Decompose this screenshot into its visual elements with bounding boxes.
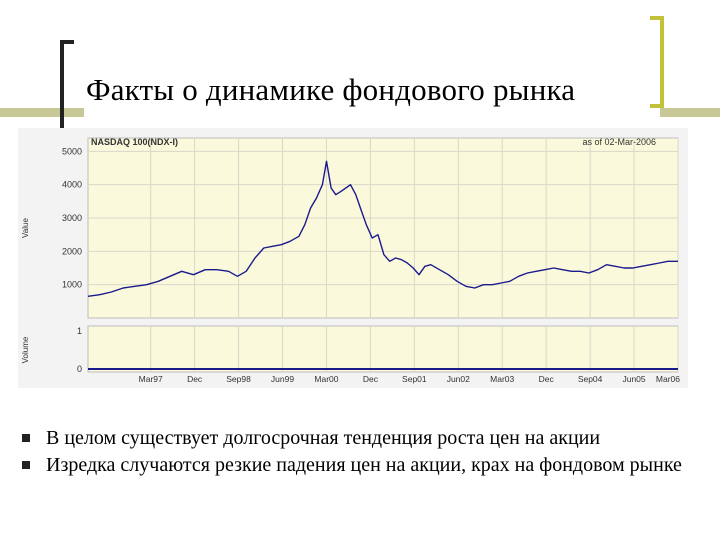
slide-title: Факты о динамике фондового рынка (86, 72, 576, 107)
chart-title: NASDAQ 100(NDX-I) (91, 137, 178, 147)
left-bracket (60, 40, 74, 132)
y-axis-label: Value (21, 218, 30, 238)
volume-tick-labels: 01 (77, 326, 82, 374)
x-tick-label: Mar00 (314, 374, 338, 384)
y-tick-label: 4000 (62, 180, 82, 190)
x-tick-label: Sep98 (226, 374, 251, 384)
bullet-square-icon (22, 461, 30, 469)
volume-tick-label: 0 (77, 364, 82, 374)
bullet-text: В целом существует долгосрочная тенденци… (46, 427, 601, 449)
x-tick-label: Mar06 (656, 374, 680, 384)
y-tick-labels: 1000 2000 3000 4000 5000 (62, 146, 82, 289)
bullet-item: Изредка случаются резкие падения цен на … (20, 452, 720, 479)
x-tick-label: Sep04 (578, 374, 603, 384)
volume-plot-area (87, 325, 679, 373)
chart-grid (88, 138, 679, 372)
bullet-item: В целом существует долгосрочная тенденци… (20, 425, 720, 452)
x-tick-label: Sep01 (402, 374, 427, 384)
y-tick-label: 1000 (62, 280, 82, 290)
volume-tick-label: 1 (77, 326, 82, 336)
x-tick-label: Jun02 (447, 374, 470, 384)
x-tick-label: Mar03 (490, 374, 514, 384)
chart-svg: NASDAQ 100(NDX-I) as of 02-Mar-2006 Valu… (18, 128, 688, 388)
title-underline-bar (0, 108, 720, 117)
bullet-square-icon (22, 434, 30, 442)
volume-axis-label: Volume (21, 336, 30, 363)
x-tick-label: Dec (187, 374, 203, 384)
bullet-list: В целом существует долгосрочная тенденци… (20, 425, 720, 479)
x-tick-labels: Mar97 Dec Sep98 Jun99 Mar00 Dec Sep01 Jun02 Mar0… (139, 374, 681, 384)
chart-subtitle: as of 02-Mar-2006 (582, 137, 656, 147)
y-tick-label: 5000 (62, 146, 82, 156)
x-tick-label: Dec (363, 374, 379, 384)
series-line-nasdaq (87, 160, 678, 297)
nasdaq-chart: NASDAQ 100(NDX-I) as of 02-Mar-2006 Valu… (18, 128, 688, 388)
right-bracket (650, 16, 664, 108)
x-tick-label: Dec (539, 374, 555, 384)
price-plot-area (87, 137, 679, 319)
y-tick-label: 3000 (62, 213, 82, 223)
underline-bar-right (660, 108, 720, 117)
y-tick-label: 2000 (62, 246, 82, 256)
x-tick-label: Jun05 (622, 374, 645, 384)
bullet-text: Изредка случаются резкие падения цен на … (46, 454, 682, 476)
x-tick-label: Mar97 (139, 374, 163, 384)
underline-bar-left (0, 108, 84, 117)
x-tick-label: Jun99 (271, 374, 294, 384)
